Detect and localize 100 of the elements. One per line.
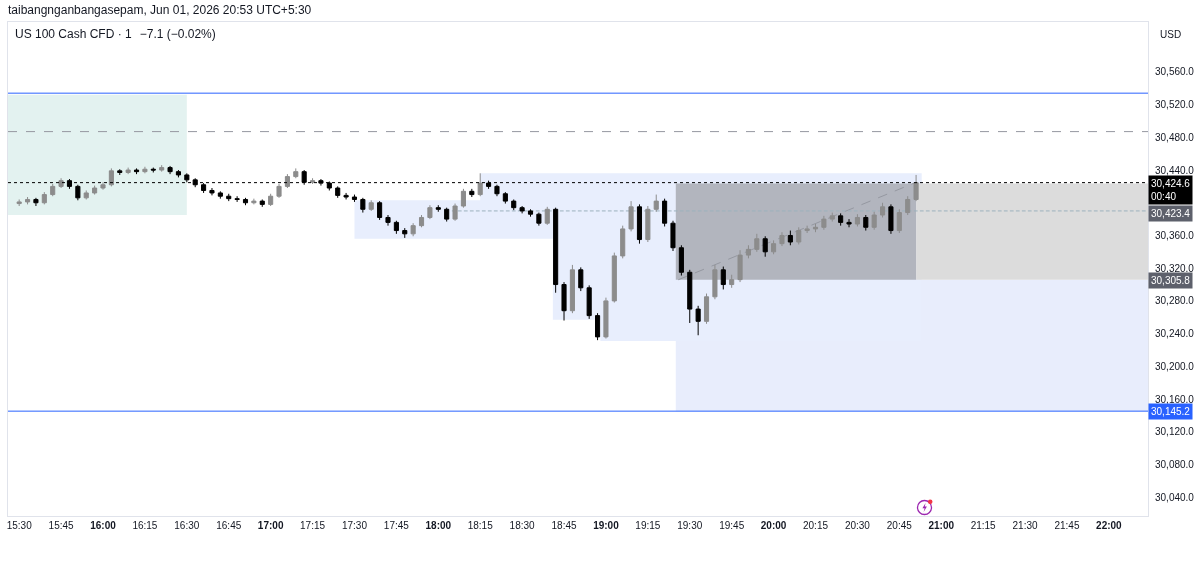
x-tick-label: 15:30 bbox=[6, 520, 33, 531]
candlestick bbox=[150, 167, 156, 173]
y-tick-label: 30,040.0 bbox=[1155, 491, 1195, 503]
candlestick bbox=[703, 293, 710, 325]
candlestick bbox=[653, 194, 659, 213]
x-tick-label: 17:00 bbox=[257, 520, 284, 531]
annotation: 30,305.8 bbox=[1151, 275, 1191, 286]
candlestick bbox=[779, 231, 785, 247]
candlestick bbox=[16, 198, 22, 207]
candlestick bbox=[762, 235, 768, 258]
x-tick-label: 20:00 bbox=[760, 520, 787, 531]
candlestick bbox=[787, 230, 793, 246]
candlestick bbox=[368, 199, 374, 212]
x-tick-label: 18:15 bbox=[467, 520, 494, 531]
candlestick bbox=[435, 204, 441, 213]
candlestick bbox=[796, 226, 802, 245]
candlestick bbox=[100, 181, 106, 191]
candlestick bbox=[662, 198, 668, 227]
candlestick bbox=[418, 214, 425, 228]
candlestick bbox=[846, 218, 852, 228]
candlestick bbox=[360, 197, 366, 214]
x-tick-label: 18:45 bbox=[551, 520, 577, 531]
x-tick-label: 20:30 bbox=[844, 520, 871, 531]
y-tick-label: 30,560.0 bbox=[1155, 66, 1195, 78]
candlestick bbox=[854, 213, 860, 227]
candlestick bbox=[838, 212, 844, 227]
candlestick bbox=[569, 264, 575, 314]
candlestick bbox=[226, 193, 232, 202]
candlestick bbox=[804, 225, 810, 234]
candlestick bbox=[754, 233, 760, 253]
x-tick-label: 19:45 bbox=[719, 520, 745, 531]
x-tick-label: 16:00 bbox=[90, 520, 117, 531]
candlestick bbox=[58, 177, 64, 189]
y-tick-label: 30,240.0 bbox=[1155, 328, 1195, 340]
candlestick bbox=[310, 177, 316, 185]
candlestick bbox=[905, 195, 911, 216]
candlestick bbox=[402, 227, 408, 239]
candlestick bbox=[695, 305, 701, 336]
y-tick-label: 30,120.0 bbox=[1155, 426, 1195, 438]
candlestick bbox=[133, 167, 140, 175]
candlestick bbox=[284, 173, 290, 189]
candlestick bbox=[234, 195, 240, 203]
candlestick bbox=[50, 183, 56, 197]
candlestick bbox=[25, 196, 31, 205]
candlestick bbox=[670, 220, 676, 252]
candlestick bbox=[687, 269, 693, 324]
candlestick bbox=[108, 167, 114, 187]
candlestick bbox=[125, 167, 131, 175]
x-tick-label: 21:15 bbox=[970, 520, 997, 531]
candlestick bbox=[527, 208, 534, 218]
y-axis-title: USD bbox=[1160, 29, 1182, 40]
candlestick bbox=[427, 204, 433, 220]
candlestick bbox=[737, 249, 743, 283]
y-tick-label: 30,360.0 bbox=[1155, 229, 1195, 241]
candlestick bbox=[729, 274, 735, 289]
y-tick-label: 30,280.0 bbox=[1155, 295, 1195, 307]
candlestick bbox=[745, 244, 751, 259]
x-tick-label: 21:00 bbox=[928, 520, 955, 531]
x-tick-label: 17:30 bbox=[341, 520, 368, 531]
candlestick bbox=[821, 215, 827, 231]
candlestick bbox=[41, 191, 47, 205]
candlestick bbox=[452, 203, 458, 222]
candlestick bbox=[829, 212, 835, 223]
candlestick bbox=[771, 239, 777, 255]
candlestick bbox=[335, 185, 341, 199]
candlestick bbox=[502, 191, 508, 205]
candlestick bbox=[511, 198, 517, 211]
chart-title: US 100 Cash CFD · 1 bbox=[15, 27, 132, 41]
candlestick bbox=[871, 211, 877, 231]
x-tick-label: 17:15 bbox=[300, 520, 326, 531]
candlestick bbox=[712, 264, 718, 300]
text: taibangnganbangasepam, Jun 01, 2026 20:53 UTC+5:30 bbox=[8, 3, 312, 17]
candlestick bbox=[611, 252, 617, 304]
x-tick-label: 20:45 bbox=[886, 520, 913, 531]
x-tick-label: 18:30 bbox=[509, 520, 536, 531]
candlestick bbox=[896, 208, 902, 234]
candlestick bbox=[880, 202, 886, 218]
candlestick bbox=[276, 183, 282, 199]
x-tick-label: 16:45 bbox=[216, 520, 242, 531]
candlestick bbox=[83, 189, 89, 200]
candlestick bbox=[812, 223, 819, 233]
candlestick bbox=[293, 167, 299, 179]
candlestick bbox=[175, 169, 181, 178]
candlestick bbox=[544, 206, 550, 226]
candlestick bbox=[410, 222, 416, 237]
candlestick bbox=[444, 207, 450, 223]
candlestick bbox=[393, 220, 399, 235]
candlestick bbox=[561, 281, 567, 322]
candlestick bbox=[553, 207, 559, 294]
candlestick bbox=[217, 190, 223, 200]
x-tick-label: 15:45 bbox=[48, 520, 75, 531]
x-tick-label: 16:30 bbox=[174, 520, 200, 531]
candlestick bbox=[603, 297, 609, 340]
candlestick bbox=[159, 164, 165, 173]
candlestick bbox=[251, 198, 257, 205]
candlestick bbox=[343, 192, 349, 200]
candlestick bbox=[645, 205, 651, 243]
y-tick-label: 30,200.0 bbox=[1155, 360, 1195, 372]
candlestick bbox=[519, 205, 525, 214]
y-tick-label: 30,320.0 bbox=[1155, 262, 1195, 274]
